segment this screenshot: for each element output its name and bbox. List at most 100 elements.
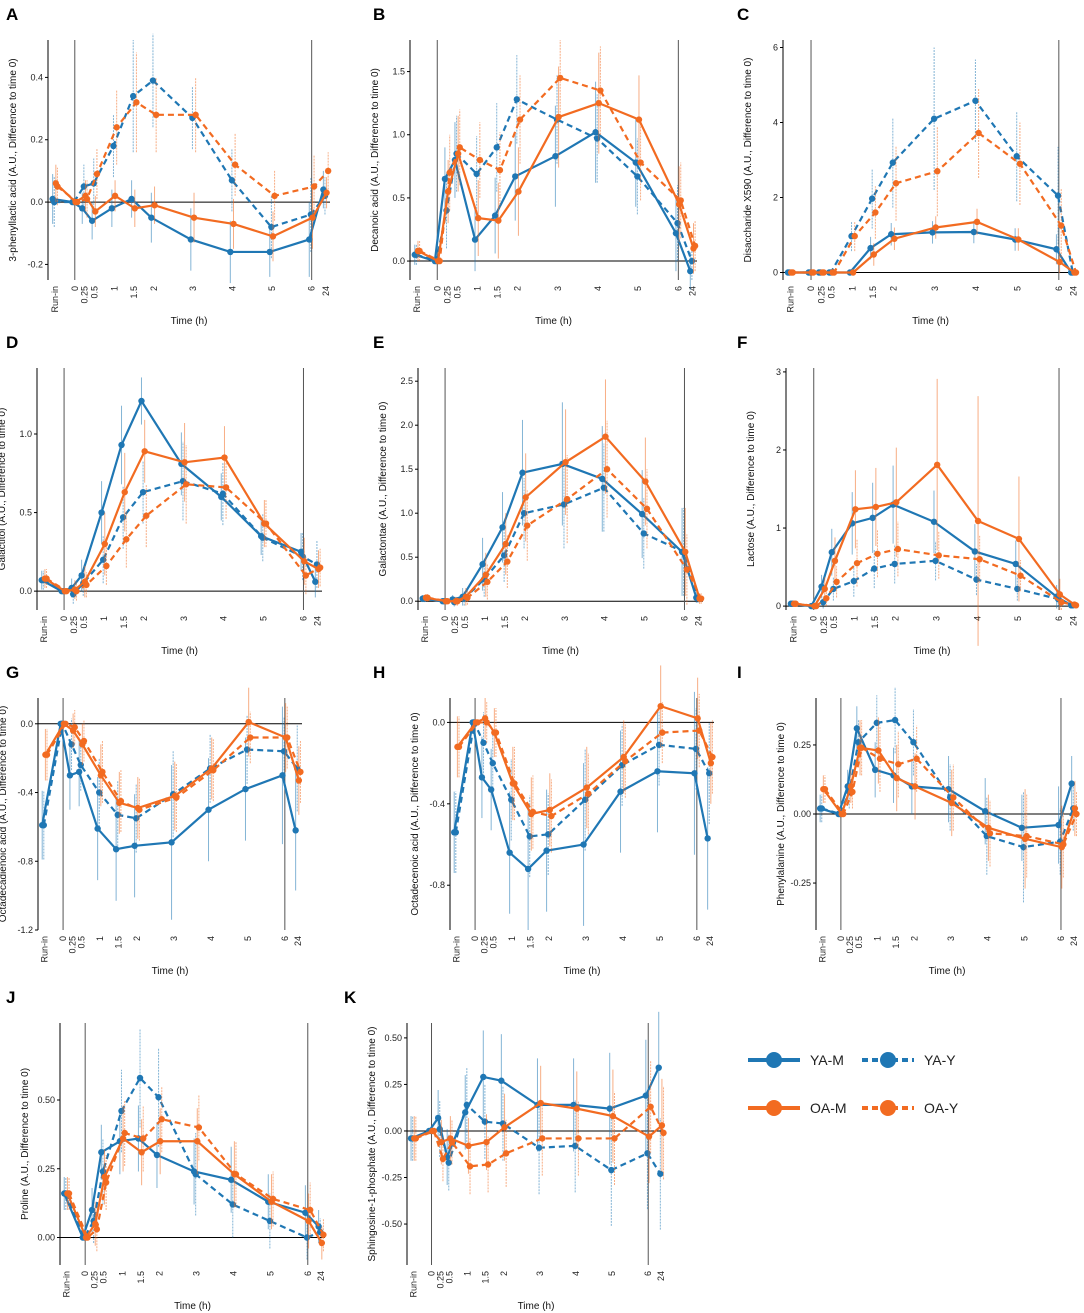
panel-label-f: F: [737, 333, 747, 352]
y-tick-label-d-0: 0.0: [19, 586, 32, 596]
point-b-ya-y-9: [634, 173, 641, 180]
series-e-ya-y: [421, 443, 702, 607]
point-f-oa-m-8: [974, 517, 982, 525]
series-g-oa-y: [43, 706, 304, 841]
point-e-oa-m-4: [482, 571, 489, 578]
series-i-oa-m: [820, 717, 1079, 889]
x-tick-label-e-10: 6: [679, 616, 689, 621]
x-tick-label-h-2: 0.25: [479, 936, 489, 954]
point-j-oa-y-8: [232, 1171, 240, 1178]
x-tick-label-g-9: 5: [243, 936, 253, 941]
y-tick-label-d-1: 0.5: [19, 508, 32, 518]
point-d-oa-m-7: [181, 459, 188, 466]
point-h-oa-y-3: [492, 729, 500, 736]
point-i-oa-y-10: [1060, 841, 1067, 848]
y-tick-label-a-1: 0.0: [30, 197, 43, 207]
point-j-ya-y-4: [118, 1107, 125, 1115]
point-h-ya-y-6: [545, 831, 552, 838]
point-b-ya-m-6: [512, 173, 519, 180]
point-f-ya-y-4: [850, 577, 858, 585]
y-tick-label-d-2: 1.0: [19, 429, 32, 439]
point-g-oa-y-2: [71, 724, 78, 731]
y-tick-label-g-1: -0.8: [17, 856, 33, 866]
point-i-ya-m-4: [871, 766, 879, 774]
point-b-ya-m-9: [632, 159, 639, 166]
point-g-ya-y-9: [243, 746, 251, 753]
x-axis-label-h: Time (h): [564, 966, 601, 977]
y-tick-label-k-0: -0.50: [381, 1219, 402, 1229]
x-tick-label-a-9: 5: [267, 286, 277, 291]
point-f-oa-m-5: [872, 503, 880, 511]
y-tick-label-c-0: 0: [773, 268, 778, 278]
point-a-oa-y-8: [231, 161, 239, 168]
x-tick-label-f-11: 24: [1069, 616, 1079, 626]
x-tick-label-b-5: 1.5: [493, 286, 503, 299]
point-i-ya-m-11: [1068, 780, 1075, 787]
x-axis-label-e: Time (h): [542, 646, 579, 657]
point-a-ya-m-3: [88, 217, 96, 224]
point-e-oa-y-1: [444, 598, 451, 605]
line-h-oa-y: [458, 721, 714, 818]
point-i-ya-y-3: [855, 738, 862, 746]
y-axis-label-a: 3-phenyllactic acid (A.U., Difference to…: [8, 58, 19, 261]
point-h-ya-y-9: [655, 741, 663, 749]
point-j-oa-y-4: [121, 1129, 128, 1137]
y-axis-label-e: Galactontae (A.U., Difference to time 0): [378, 402, 389, 577]
x-tick-label-c-1: 0: [806, 286, 816, 291]
point-g-ya-y-6: [133, 815, 140, 822]
y-axis-label-j: Proline (A.U., Difference to time 0): [20, 1068, 31, 1220]
panel-label-i: I: [737, 663, 742, 682]
point-f-oa-y-10: [1058, 598, 1065, 606]
point-j-ya-y-6: [155, 1094, 162, 1101]
point-f-ya-m-3: [828, 549, 835, 556]
point-f-oa-y-9: [1017, 572, 1024, 579]
point-k-oa-y-4: [466, 1163, 474, 1170]
series-a-oa-y: [54, 52, 332, 221]
point-a-oa-y-6: [152, 111, 160, 119]
point-e-oa-y-10: [683, 566, 691, 573]
y-tick-label-e-5: 2.5: [400, 376, 413, 386]
series-c-ya-y: [786, 47, 1076, 276]
point-j-oa-y-7: [195, 1124, 203, 1131]
x-axis-label-j: Time (h): [174, 1301, 211, 1312]
series-b-oa-y: [416, 40, 699, 272]
point-i-oa-y-8: [986, 830, 994, 837]
point-j-oa-m-6: [156, 1138, 164, 1145]
point-h-ya-m-9: [654, 768, 661, 775]
point-d-oa-y-6: [143, 512, 150, 519]
point-h-oa-m-9: [657, 702, 664, 710]
point-c-ya-y-5: [868, 195, 876, 202]
y-tick-label-b-1: 0.5: [392, 193, 405, 203]
point-b-oa-m-8: [595, 99, 602, 107]
line-f-oa-m: [793, 463, 1076, 608]
x-tick-label-j-3: 0.5: [99, 1271, 109, 1284]
panel-label-e: E: [373, 333, 384, 352]
point-f-oa-y-2: [823, 595, 830, 602]
line-e-oa-y: [427, 467, 703, 603]
point-a-oa-m-8: [230, 220, 237, 228]
point-b-oa-m-9: [635, 116, 643, 123]
x-tick-label-e-5: 1.5: [500, 616, 510, 629]
point-g-ya-m-10: [279, 772, 286, 779]
point-g-oa-y-10: [284, 734, 291, 741]
x-tick-label-i-3: 0.5: [854, 936, 864, 949]
x-tick-label-e-3: 0.5: [460, 616, 470, 629]
y-tick-label-e-2: 1.0: [400, 508, 413, 518]
point-c-oa-m-4: [849, 269, 857, 276]
y-tick-label-h-2: 0.0: [432, 717, 445, 727]
y-tick-label-f-0: 0: [776, 601, 781, 611]
x-tick-label-e-7: 3: [560, 616, 570, 621]
point-k-oa-m-4: [465, 1142, 472, 1150]
point-b-ya-y-10: [674, 219, 681, 227]
x-tick-label-d-6: 2: [139, 616, 149, 621]
x-tick-label-b-10: 6: [673, 286, 683, 291]
point-f-oa-y-3: [833, 578, 840, 586]
point-k-ya-y-9: [608, 1166, 615, 1174]
x-tick-label-d-0: Run-in: [39, 616, 49, 643]
x-tick-label-i-6: 2: [909, 936, 919, 941]
y-tick-label-k-1: -0.25: [381, 1173, 402, 1183]
point-g-ya-m-9: [242, 785, 249, 793]
point-h-oa-y-2: [483, 719, 490, 726]
